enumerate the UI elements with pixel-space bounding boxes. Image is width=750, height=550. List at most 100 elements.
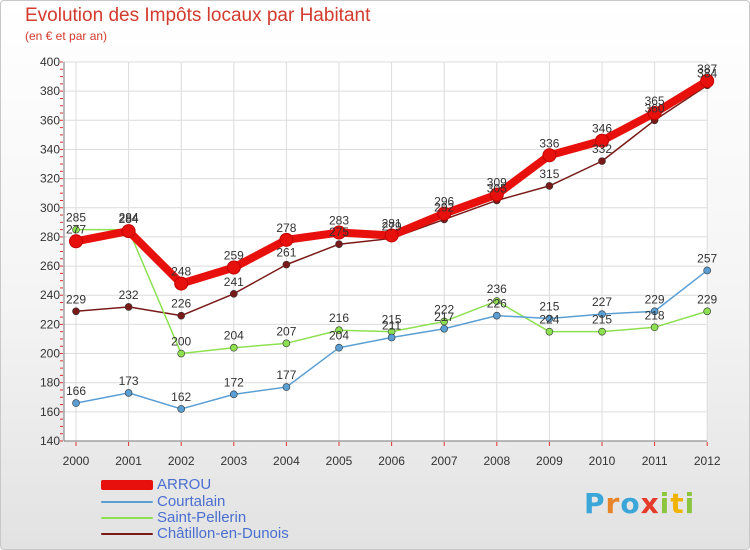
data-point [598,157,606,165]
logo-letter: o [620,487,641,520]
logo-letter: P [584,487,606,520]
data-label: 222 [434,302,454,316]
x-tick-label: 2002 [168,454,195,468]
data-label: 283 [329,214,349,228]
y-tick-label: 160 [40,405,60,419]
x-tick-label: 2010 [589,454,616,468]
data-point [121,224,136,239]
logo-letter: r [605,487,621,520]
data-label: 216 [329,311,349,325]
data-point [703,266,712,275]
data-point [124,389,133,397]
data-label: 292 [434,200,454,214]
logo-letter: i [659,487,671,520]
logo-letter: i [684,487,696,520]
data-point [335,240,343,249]
y-tick-label: 300 [40,201,60,215]
y-tick-label: 200 [40,347,60,361]
data-point [177,349,185,358]
data-point [387,333,396,342]
data-label: 229 [66,292,86,306]
data-label: 387 [697,62,717,76]
data-point [384,228,399,243]
data-label: 226 [487,297,507,311]
data-label: 360 [645,101,665,115]
data-label: 211 [382,319,401,333]
y-tick-label: 380 [40,84,60,98]
y-tick-label: 360 [40,113,60,127]
data-point [177,311,185,320]
y-tick-label: 240 [40,288,60,302]
x-tick-label: 2005 [326,454,353,468]
data-point [335,326,343,335]
data-point [492,297,501,305]
y-tick-label: 280 [40,230,60,244]
data-point [650,307,659,316]
x-tick-label: 2011 [642,454,668,468]
data-label: 278 [276,221,296,235]
y-tick-label: 260 [40,259,60,273]
data-point [282,260,291,269]
data-label: 346 [592,122,612,136]
data-point [335,343,343,352]
data-point [545,182,554,190]
data-label: 173 [119,374,139,388]
data-label: 275 [329,225,349,239]
y-tick-label: 140 [40,434,60,448]
y-tick-label: 180 [40,376,60,390]
data-point [230,289,238,298]
data-point [72,399,80,407]
x-tick-label: 2009 [536,454,563,468]
y-tick-label: 340 [40,142,60,156]
data-point [545,327,554,336]
legend-swatch [101,517,153,519]
data-point [703,307,712,316]
data-label: 305 [487,181,507,195]
logo-letter: x [640,487,660,520]
data-point [492,311,501,320]
data-label: 229 [645,292,665,306]
data-point [69,234,83,249]
data-label: 309 [487,176,507,190]
data-label: 226 [171,297,191,311]
data-label: 315 [539,167,559,181]
x-tick-label: 2000 [63,454,90,468]
data-point [542,148,557,163]
data-label: 215 [382,313,402,327]
data-label: 248 [171,265,191,279]
data-label: 204 [329,329,349,343]
legend-swatch [101,480,153,490]
data-point [598,310,606,318]
y-tick-label: 220 [40,317,60,331]
data-point [282,339,291,348]
data-point [230,343,238,352]
data-label: 217 [434,310,454,324]
data-point [332,225,346,240]
data-label: 224 [539,313,559,327]
data-label: 284 [119,212,139,226]
data-point [545,314,554,323]
data-label: 336 [539,136,559,150]
x-tick-label: 2012 [694,454,721,468]
y-tick-label: 400 [40,55,60,69]
data-point [700,73,715,88]
data-point [437,206,452,221]
x-tick-label: 2006 [378,454,405,468]
data-label: 162 [171,390,191,404]
data-label: 284 [119,211,139,225]
data-label: 177 [276,368,296,382]
proxiti-logo: Proxiti [584,487,695,520]
data-label: 365 [645,94,665,108]
x-tick-label: 2003 [220,454,247,468]
data-point [177,405,185,413]
legend-label: Châtillon-en-Dunois [157,525,289,542]
data-point [598,327,606,336]
data-point [72,307,80,316]
data-point [279,232,294,247]
data-label: 384 [697,66,717,80]
data-label: 241 [224,275,244,289]
legend-label: Saint-Pellerin [157,509,247,526]
x-tick-label: 2008 [483,454,510,468]
